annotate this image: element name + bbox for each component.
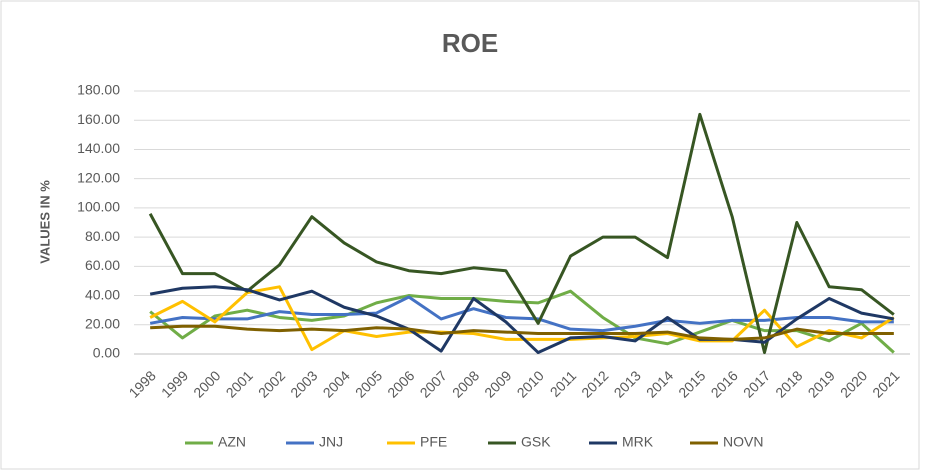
y-tick-label: 140.00 bbox=[77, 140, 120, 156]
line-series bbox=[150, 324, 894, 341]
legend-label: NOVN bbox=[723, 434, 763, 450]
legend-label: PFE bbox=[420, 434, 447, 450]
line-series bbox=[149, 285, 895, 355]
line-series bbox=[149, 285, 895, 352]
line-series bbox=[149, 295, 894, 333]
y-tick-label: 40.00 bbox=[85, 286, 120, 302]
y-tick-label: 160.00 bbox=[77, 111, 120, 127]
legend-label: JNJ bbox=[319, 434, 343, 450]
y-tick-label: 120.00 bbox=[77, 169, 120, 185]
legend-label: GSK bbox=[521, 434, 551, 450]
y-tick-label: 180.00 bbox=[77, 82, 120, 98]
legend-label: AZN bbox=[218, 434, 246, 450]
line-series bbox=[148, 112, 895, 355]
y-tick-label: 80.00 bbox=[85, 228, 120, 244]
y-tick-label: 60.00 bbox=[85, 257, 120, 273]
legend-label: MRK bbox=[622, 434, 654, 450]
chart-title: ROE bbox=[442, 28, 498, 58]
y-tick-label: 0.00 bbox=[93, 345, 120, 361]
y-axis-label: VALUES IN % bbox=[37, 180, 52, 264]
y-tick-label: 100.00 bbox=[77, 199, 120, 215]
y-tick-label: 20.00 bbox=[85, 315, 120, 331]
